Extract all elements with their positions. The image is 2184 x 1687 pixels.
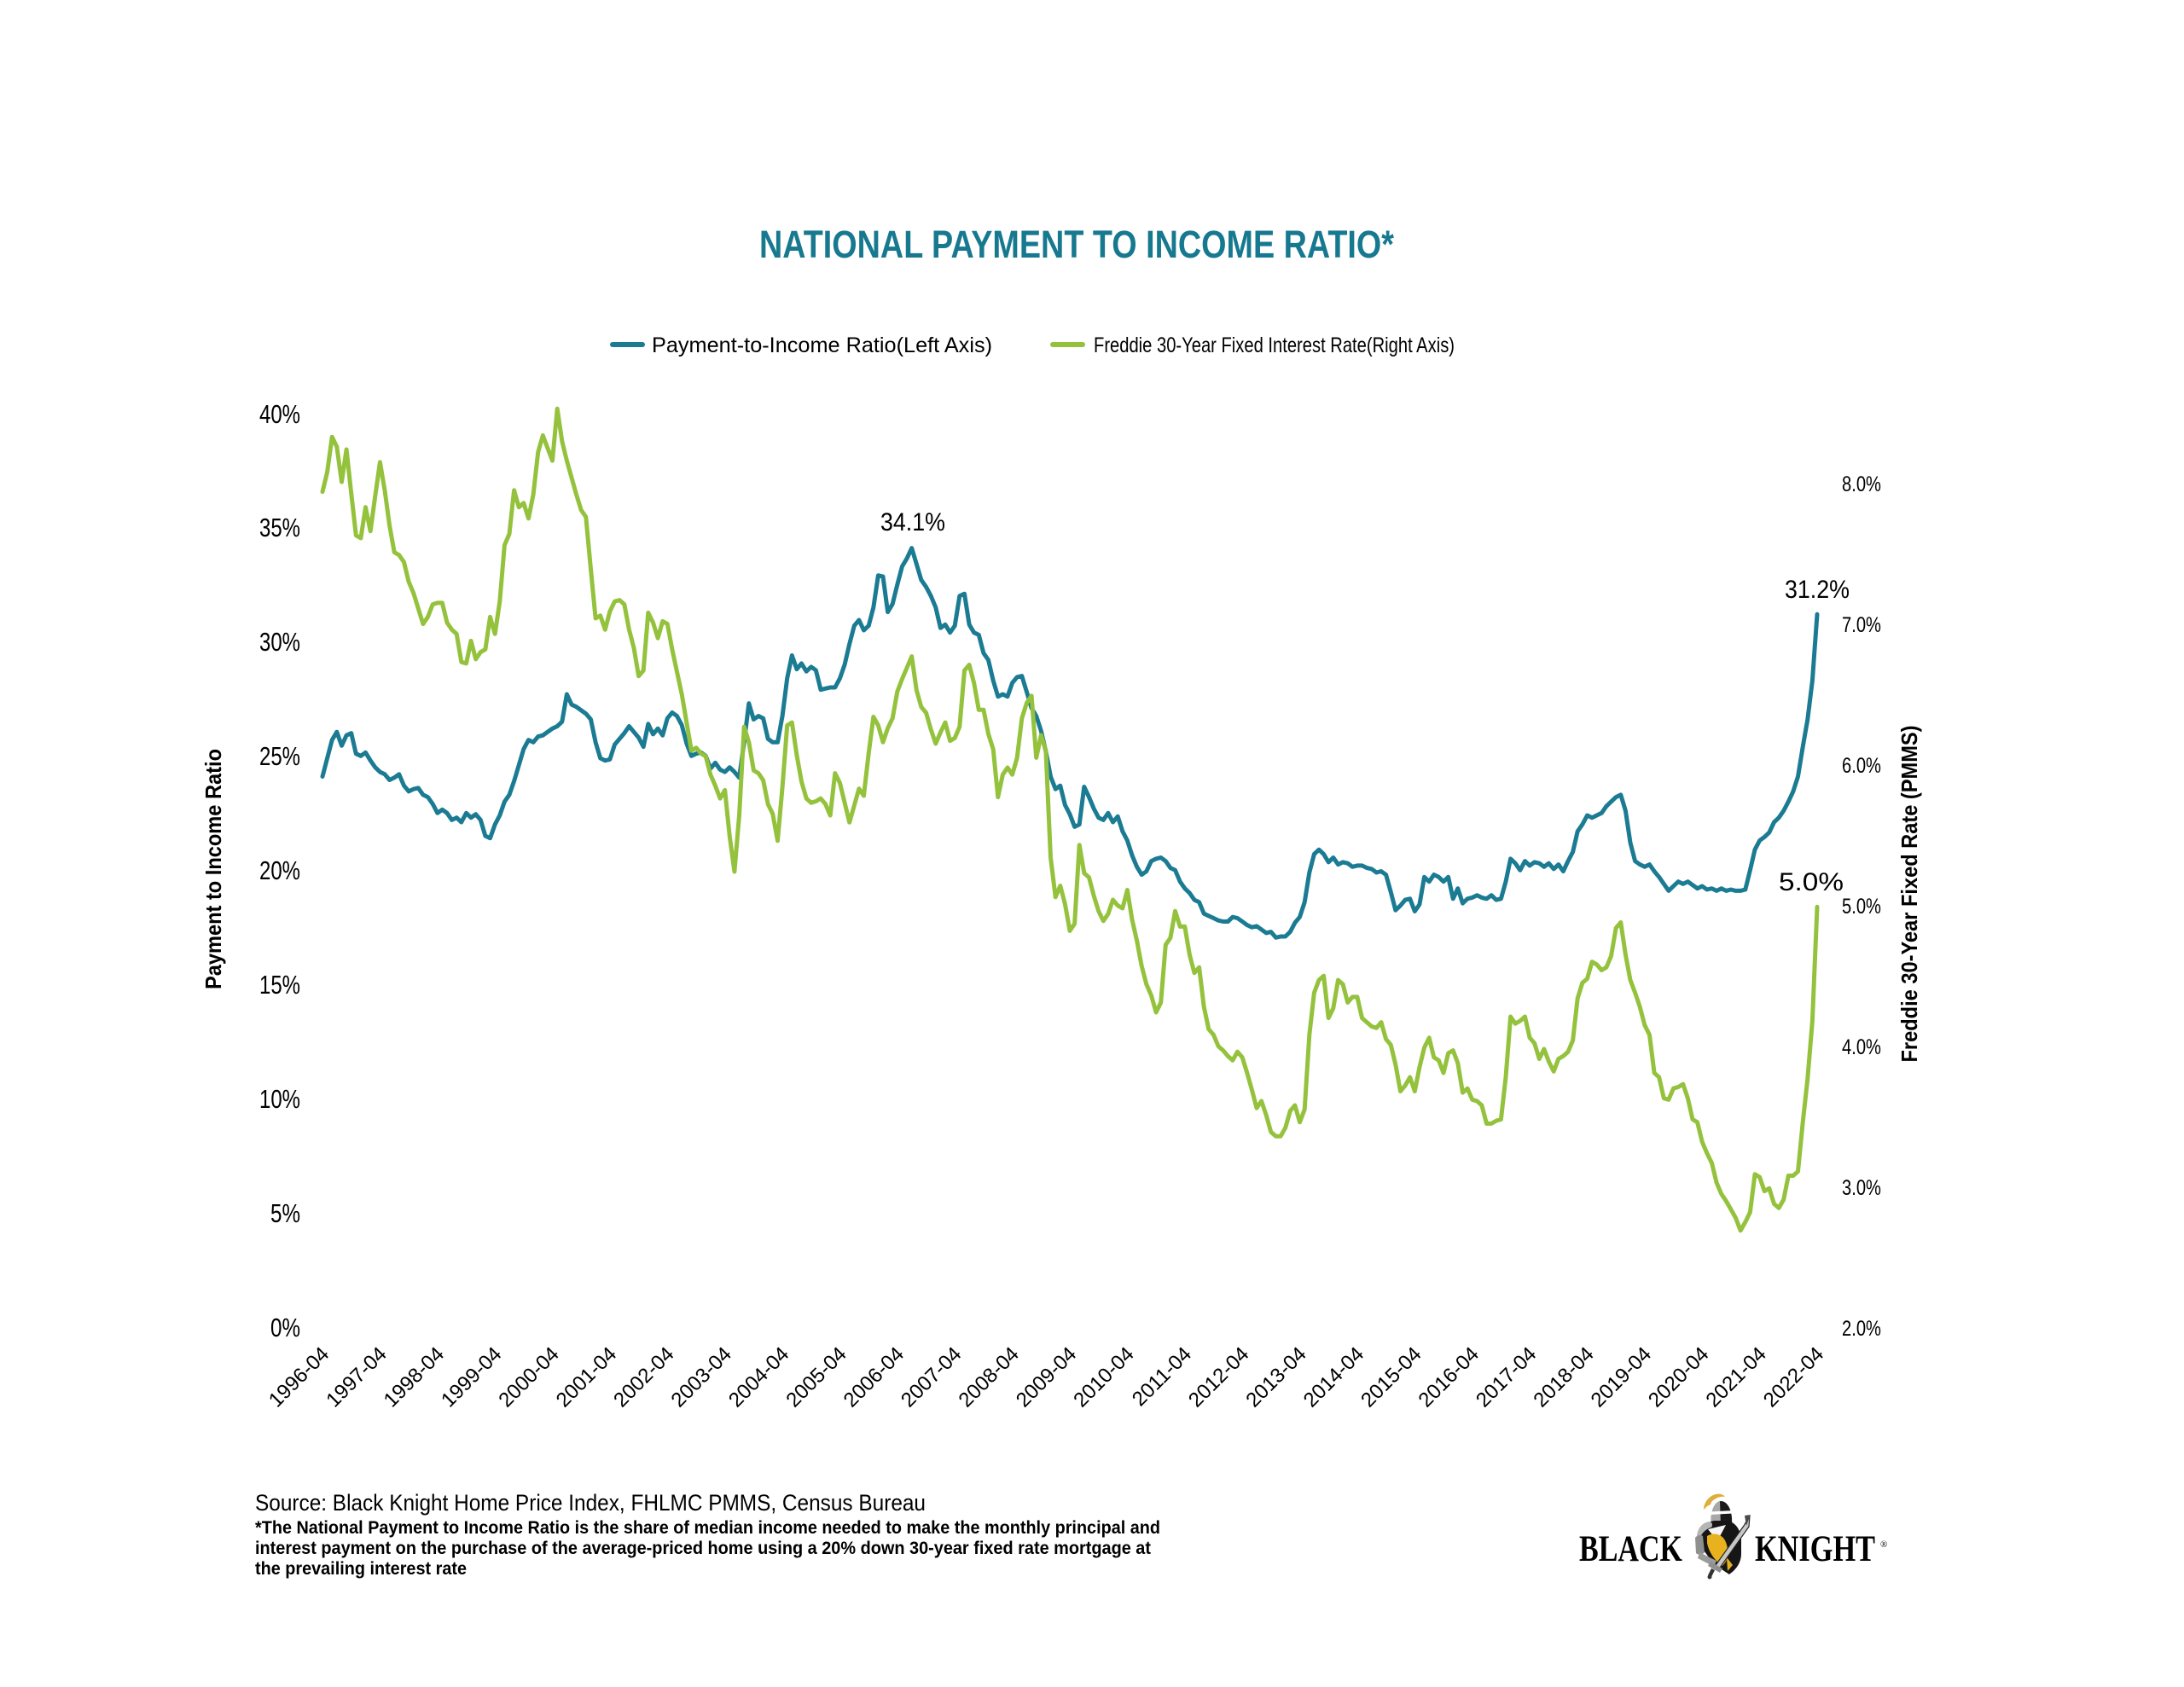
svg-text:31.2%: 31.2% <box>1785 576 1850 604</box>
svg-text:NATIONAL PAYMENT TO INCOME RAT: NATIONAL PAYMENT TO INCOME RATIO* <box>759 223 1394 266</box>
svg-text:*The National Payment to Incom: *The National Payment to Income Ratio is… <box>255 1518 1160 1538</box>
svg-text:5%: 5% <box>270 1198 300 1228</box>
svg-text:BLACK: BLACK <box>1579 1529 1682 1569</box>
svg-text:3.0%: 3.0% <box>1842 1176 1881 1200</box>
svg-text:Payment to Income Ratio: Payment to Income Ratio <box>200 749 226 989</box>
svg-text:40%: 40% <box>259 399 300 429</box>
svg-text:Freddie 30-Year Fixed Interest: Freddie 30-Year Fixed Interest Rate(Righ… <box>1094 333 1455 357</box>
svg-text:34.1%: 34.1% <box>880 508 945 536</box>
svg-text:35%: 35% <box>259 513 300 542</box>
svg-text:8.0%: 8.0% <box>1842 472 1881 496</box>
svg-text:5.0%: 5.0% <box>1842 895 1881 919</box>
svg-text:6.0%: 6.0% <box>1842 754 1881 778</box>
svg-text:Payment-to-Income Ratio(Left A: Payment-to-Income Ratio(Left Axis) <box>652 333 992 357</box>
svg-text:4.0%: 4.0% <box>1842 1035 1881 1059</box>
svg-text:7.0%: 7.0% <box>1842 613 1881 637</box>
svg-text:5.0%: 5.0% <box>1779 868 1844 896</box>
svg-text:0%: 0% <box>270 1313 300 1342</box>
svg-text:2.0%: 2.0% <box>1842 1317 1881 1341</box>
svg-text:25%: 25% <box>259 741 300 771</box>
svg-text:interest payment on the purcha: interest payment on the purchase of the … <box>255 1539 1151 1558</box>
svg-text:®: ® <box>1880 1539 1887 1550</box>
svg-text:Source: Black Knight Home Pric: Source: Black Knight Home Price Index, F… <box>255 1490 926 1516</box>
svg-text:30%: 30% <box>259 627 300 657</box>
svg-text:20%: 20% <box>259 855 300 885</box>
svg-text:the prevailing interest rate: the prevailing interest rate <box>255 1559 467 1579</box>
svg-text:10%: 10% <box>259 1084 300 1114</box>
svg-text:15%: 15% <box>259 970 300 1000</box>
svg-text:KNIGHT: KNIGHT <box>1755 1529 1875 1569</box>
svg-text:Freddie 30-Year Fixed Rate (PM: Freddie 30-Year Fixed Rate (PMMS) <box>1896 726 1922 1063</box>
